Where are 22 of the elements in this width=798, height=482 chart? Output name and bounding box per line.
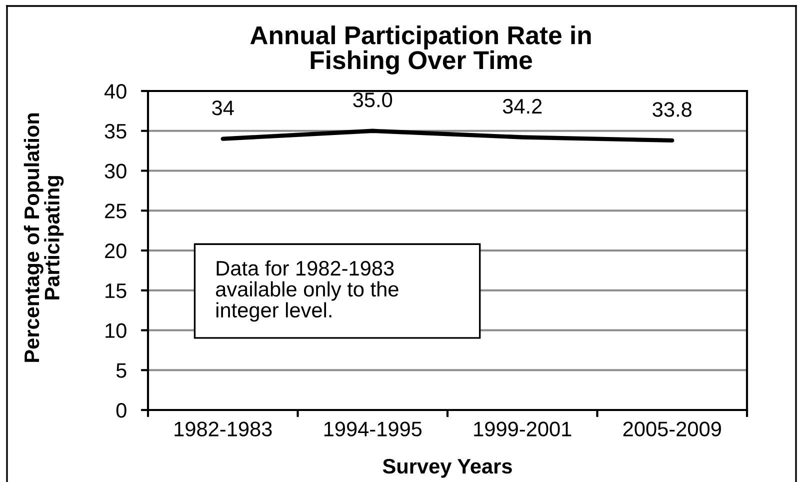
y-axis-title: Percentage of Population Participating — [24, 113, 64, 362]
x-tick-label: 2005-2009 — [623, 422, 721, 436]
data-label: 34.2 — [502, 98, 542, 114]
y-tick-label: 20 — [105, 244, 126, 258]
line-series — [220, 128, 674, 143]
chart-title: Annual Participation Rate in Fishing Over Time — [250, 26, 591, 74]
y-tick-label: 10 — [106, 323, 126, 338]
x-tick-label: 1982-1983 — [174, 422, 272, 436]
data-label: 35.0 — [353, 92, 392, 108]
y-tick-label: 40 — [104, 84, 126, 99]
x-tick-label: 1994-1995 — [324, 422, 422, 436]
data-label: 33.8 — [652, 102, 692, 117]
annotation: Data for 1982-1983 available only to the integer level. — [216, 260, 398, 322]
y-tick-label: 35 — [104, 124, 126, 139]
x-tick-label: 1999-2001 — [474, 422, 572, 436]
x-axis-title: Survey Years — [382, 458, 512, 478]
y-tick-label: 0 — [116, 403, 126, 418]
y-tick-label: 5 — [116, 363, 126, 378]
data-label: 34 — [212, 100, 234, 116]
y-tick-label: 30 — [104, 164, 126, 179]
y-tick-label: 15 — [106, 284, 126, 298]
y-tick-label: 25 — [105, 204, 126, 218]
